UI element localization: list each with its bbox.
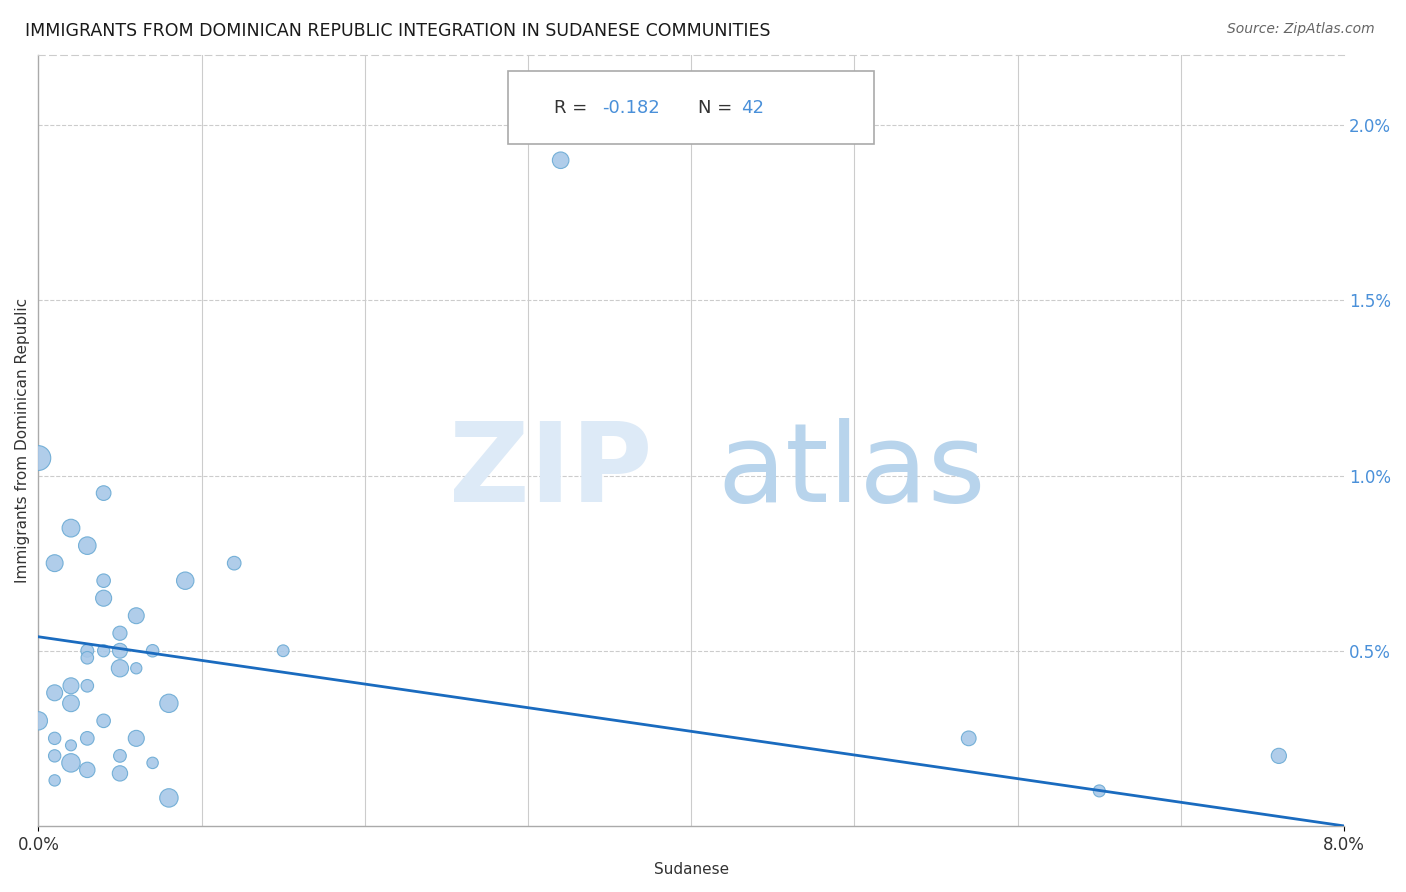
Point xyxy=(142,644,165,658)
Point xyxy=(59,679,82,693)
Text: atlas: atlas xyxy=(717,417,986,524)
Point xyxy=(93,644,115,658)
Point xyxy=(93,591,115,606)
Point xyxy=(44,748,66,763)
Point xyxy=(93,486,115,500)
Point xyxy=(44,556,66,570)
Text: R =: R = xyxy=(554,98,593,117)
Point xyxy=(27,714,49,728)
Point xyxy=(125,731,148,746)
Point xyxy=(76,731,98,746)
Point xyxy=(108,748,131,763)
FancyBboxPatch shape xyxy=(509,70,875,144)
Text: IMMIGRANTS FROM DOMINICAN REPUBLIC INTEGRATION IN SUDANESE COMMUNITIES: IMMIGRANTS FROM DOMINICAN REPUBLIC INTEG… xyxy=(25,22,770,40)
Point xyxy=(108,644,131,658)
Point xyxy=(44,731,66,746)
Text: N =: N = xyxy=(697,98,738,117)
Point xyxy=(93,574,115,588)
Point xyxy=(76,539,98,553)
Point xyxy=(224,556,246,570)
Text: Source: ZipAtlas.com: Source: ZipAtlas.com xyxy=(1227,22,1375,37)
Point xyxy=(1268,748,1291,763)
Text: -0.182: -0.182 xyxy=(602,98,661,117)
Point xyxy=(44,773,66,788)
Point xyxy=(957,731,980,746)
Point xyxy=(76,679,98,693)
Point xyxy=(108,626,131,640)
Point xyxy=(157,791,180,805)
Point xyxy=(59,521,82,535)
Point xyxy=(44,686,66,700)
Point xyxy=(27,451,49,466)
Point xyxy=(1088,784,1111,798)
Point xyxy=(59,696,82,710)
Point xyxy=(93,714,115,728)
Point xyxy=(59,756,82,770)
Point xyxy=(76,644,98,658)
Point xyxy=(76,650,98,665)
Point xyxy=(125,661,148,675)
Point xyxy=(76,763,98,777)
Point xyxy=(142,756,165,770)
Text: ZIP: ZIP xyxy=(449,417,652,524)
Point xyxy=(174,574,197,588)
Y-axis label: Immigrants from Dominican Republic: Immigrants from Dominican Republic xyxy=(15,298,30,583)
Point xyxy=(108,766,131,780)
Point xyxy=(271,644,294,658)
Point xyxy=(125,608,148,623)
Point xyxy=(108,661,131,675)
Point xyxy=(550,153,572,168)
Point xyxy=(59,739,82,753)
Text: 42: 42 xyxy=(741,98,763,117)
X-axis label: Sudanese: Sudanese xyxy=(654,862,728,877)
Point xyxy=(157,696,180,710)
